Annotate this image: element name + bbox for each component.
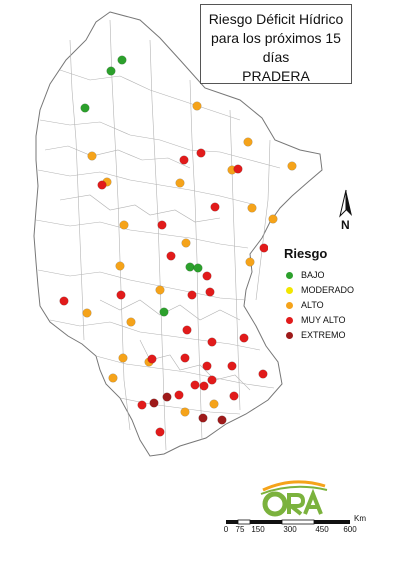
risk-point — [182, 325, 192, 335]
risk-point — [82, 308, 92, 318]
legend-label: MUY ALTO — [301, 315, 346, 325]
risk-point — [147, 354, 157, 364]
risk-point — [185, 262, 195, 272]
legend-item-moderado: MODERADO — [286, 283, 354, 297]
risk-point — [174, 390, 184, 400]
risk-point — [181, 238, 191, 248]
scale-tick: 450 — [315, 525, 329, 534]
risk-point — [247, 203, 257, 213]
risk-point — [239, 333, 249, 343]
risk-point — [199, 381, 209, 391]
risk-point — [217, 415, 227, 425]
risk-point — [227, 361, 237, 371]
risk-point — [80, 103, 90, 113]
risk-point — [245, 257, 255, 267]
scale-tick: 150 — [251, 525, 265, 534]
risk-point — [196, 148, 206, 158]
department-borders — [35, 19, 281, 451]
risk-point — [202, 271, 212, 281]
risk-point — [207, 337, 217, 347]
risk-points — [59, 55, 297, 437]
risk-point — [87, 151, 97, 161]
risk-point — [198, 413, 208, 423]
title-line-1: Riesgo Déficit Hídrico — [208, 11, 344, 27]
title-line-2: para los próximos 15 días — [211, 30, 341, 65]
risk-point — [175, 178, 185, 188]
legend-label: MODERADO — [301, 285, 355, 295]
country-outline — [33, 11, 323, 457]
scale-tick: 600 — [343, 525, 357, 534]
legend-dot — [286, 301, 293, 309]
legend-item-bajo: BAJO — [286, 268, 325, 282]
legend: Riesgo BAJO MODERADO ALTO MUY ALTO EXTRE… — [268, 240, 368, 345]
risk-point — [268, 214, 278, 224]
legend-dot — [286, 316, 293, 324]
risk-point — [155, 285, 165, 295]
map-title: Riesgo Déficit Hídrico para los próximos… — [200, 4, 352, 84]
legend-label: ALTO — [301, 300, 324, 310]
risk-point — [106, 66, 116, 76]
ora-logo — [260, 480, 328, 517]
risk-point — [205, 287, 215, 297]
title-line-3: PRADERA — [242, 68, 310, 84]
legend-dot — [286, 286, 293, 294]
scale-unit: Km — [354, 514, 366, 523]
risk-point — [229, 391, 239, 401]
risk-point — [209, 399, 219, 409]
risk-point — [180, 407, 190, 417]
legend-label: EXTREMO — [301, 330, 346, 340]
scale-tick: 0 — [223, 525, 229, 534]
risk-point — [137, 400, 147, 410]
risk-point — [149, 398, 159, 408]
north-arrow-icon — [339, 189, 352, 218]
risk-point — [192, 101, 202, 111]
risk-point — [258, 369, 268, 379]
risk-point — [97, 180, 107, 190]
risk-point — [116, 290, 126, 300]
north-label: N — [341, 218, 350, 232]
risk-point — [157, 220, 167, 230]
risk-point — [233, 164, 243, 174]
risk-point — [243, 137, 253, 147]
risk-point — [193, 263, 203, 273]
scale-bar: Km 0 75 150 300 450 600 — [222, 514, 372, 542]
risk-point — [155, 427, 165, 437]
scale-bar-graphic — [226, 519, 350, 525]
scale-tick: 75 — [235, 525, 245, 534]
risk-point — [117, 55, 127, 65]
risk-point — [119, 220, 129, 230]
risk-point — [207, 375, 217, 385]
risk-point — [162, 392, 172, 402]
risk-point — [287, 161, 297, 171]
risk-point — [210, 202, 220, 212]
risk-point — [118, 353, 128, 363]
risk-point — [180, 353, 190, 363]
risk-point — [59, 296, 69, 306]
risk-point — [187, 290, 197, 300]
risk-point — [179, 155, 189, 165]
risk-point — [159, 307, 169, 317]
legend-item-extremo: EXTREMO — [286, 328, 346, 342]
legend-item-muy-alto: MUY ALTO — [286, 313, 346, 327]
risk-point — [202, 361, 212, 371]
legend-title: Riesgo — [284, 246, 328, 261]
legend-item-alto: ALTO — [286, 298, 324, 312]
risk-point — [126, 317, 136, 327]
risk-point — [166, 251, 176, 261]
legend-dot — [286, 271, 293, 279]
risk-point — [259, 243, 269, 253]
risk-point — [190, 380, 200, 390]
legend-dot — [286, 331, 293, 339]
scale-tick: 300 — [283, 525, 297, 534]
legend-label: BAJO — [301, 270, 325, 280]
risk-point — [115, 261, 125, 271]
risk-point — [108, 373, 118, 383]
